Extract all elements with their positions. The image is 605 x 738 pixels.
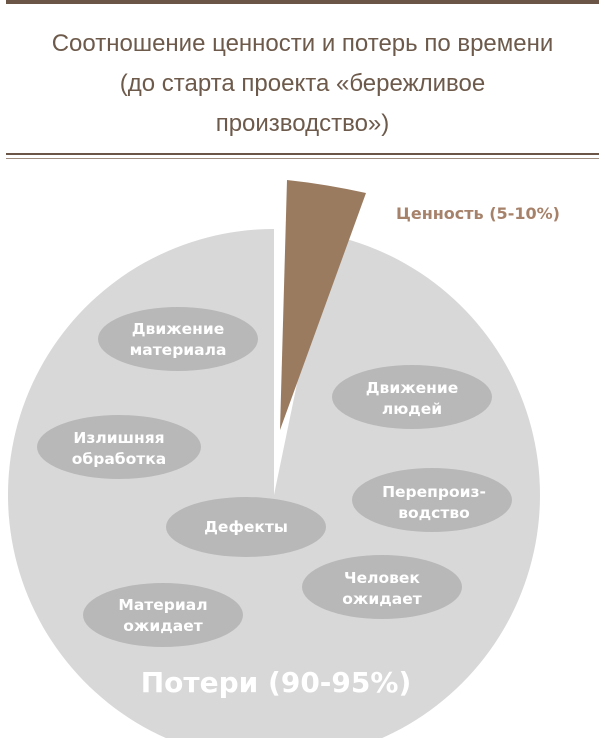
- svg-text:людей: людей: [382, 400, 442, 418]
- title-divider: [6, 153, 599, 155]
- svg-text:обработка: обработка: [72, 450, 166, 468]
- svg-text:Дефекты: Дефекты: [204, 518, 288, 536]
- loss-oval-material-movement: Движение материала: [98, 307, 258, 371]
- top-divider: [6, 0, 599, 4]
- title-line-1: Соотношение ценности и потерь по времени: [51, 30, 554, 57]
- loss-oval-people-waiting: Человек ожидает: [302, 555, 462, 619]
- page-title: Соотношение ценности и потерь по времени…: [0, 24, 605, 144]
- value-label: Ценность (5-10%): [396, 204, 560, 223]
- loss-oval-overproduction: Перепроиз- водство: [352, 468, 512, 532]
- svg-text:ожидает: ожидает: [342, 590, 421, 608]
- svg-text:Движение: Движение: [366, 379, 459, 397]
- loss-oval-material-waiting: Материал ожидает: [83, 583, 243, 647]
- svg-text:материала: материала: [130, 341, 227, 359]
- loss-label: Потери (90-95%): [141, 666, 412, 699]
- svg-text:Излишняя: Излишняя: [73, 429, 164, 447]
- loss-oval-defects: Дефекты: [166, 497, 326, 557]
- svg-text:Движение: Движение: [132, 320, 225, 338]
- svg-text:Человек: Человек: [344, 569, 420, 587]
- title-line-3: производство»): [215, 110, 390, 137]
- svg-text:Материал: Материал: [118, 596, 207, 614]
- loss-oval-overprocessing: Излишняя обработка: [37, 415, 201, 479]
- svg-text:водство: водство: [398, 504, 470, 522]
- svg-text:ожидает: ожидает: [123, 617, 202, 635]
- title-divider-thin: [6, 158, 599, 159]
- title-line-2: (до старта проекта «бережливое: [119, 70, 486, 97]
- svg-text:Перепроиз-: Перепроиз-: [382, 483, 486, 501]
- loss-oval-people-movement: Движение людей: [332, 365, 492, 429]
- value-slice: [280, 180, 366, 430]
